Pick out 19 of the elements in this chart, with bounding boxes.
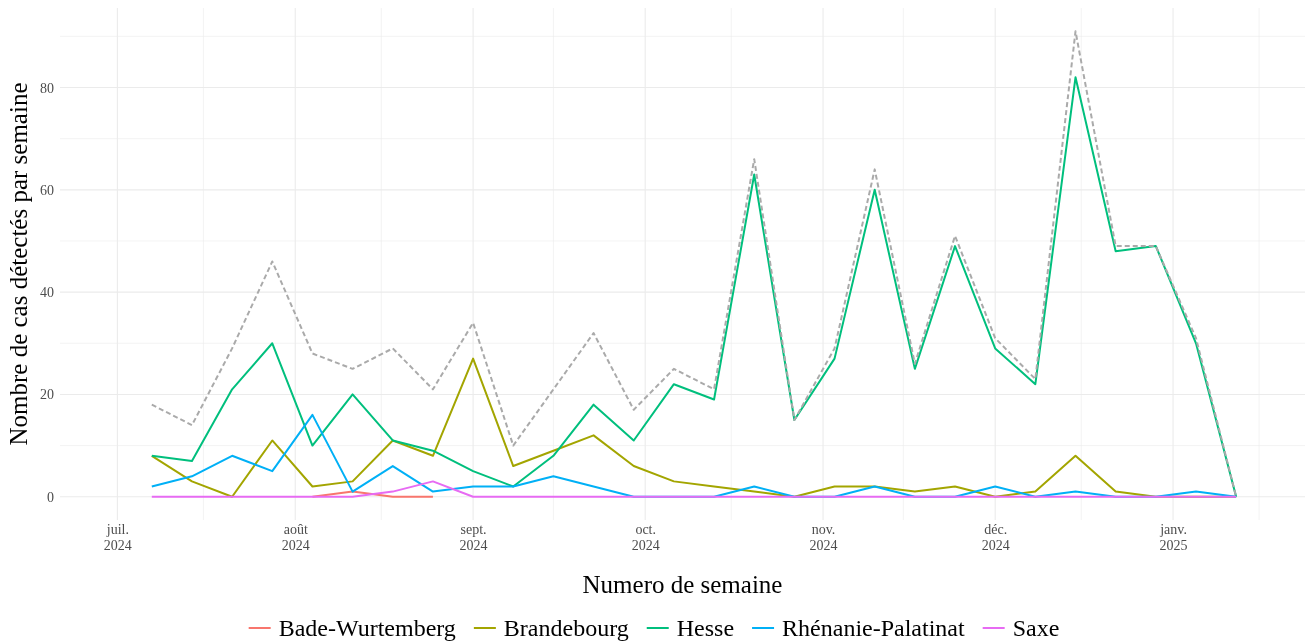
y-tick-label: 20 xyxy=(40,387,54,403)
y-tick-label: 80 xyxy=(40,80,54,96)
legend-label: Hesse xyxy=(676,615,735,641)
legend-label: Brandebourg xyxy=(503,615,629,641)
x-tick-label: sept. 2024 xyxy=(459,522,488,553)
x-tick-label: nov. 2024 xyxy=(809,522,838,553)
x-tick-label: oct. 2024 xyxy=(631,522,660,553)
legend-label: Bade-Wurtemberg xyxy=(278,615,456,641)
x-tick-label: juil. 2024 xyxy=(103,522,132,553)
y-tick-label: 60 xyxy=(40,182,54,198)
x-axis-title: Numero de semaine xyxy=(582,571,783,598)
x-tick-label: août 2024 xyxy=(281,522,310,553)
y-axis-title: Nombre de cas détectés par semaine xyxy=(5,82,32,446)
x-tick-label: déc. 2024 xyxy=(981,522,1010,553)
legend-label: Rhénanie-Palatinat xyxy=(782,615,965,641)
x-tick-label: janv. 2025 xyxy=(1159,522,1188,553)
legend-label: Saxe xyxy=(1012,615,1060,641)
y-tick-label: 40 xyxy=(40,285,54,301)
y-tick-label: 0 xyxy=(47,489,54,505)
